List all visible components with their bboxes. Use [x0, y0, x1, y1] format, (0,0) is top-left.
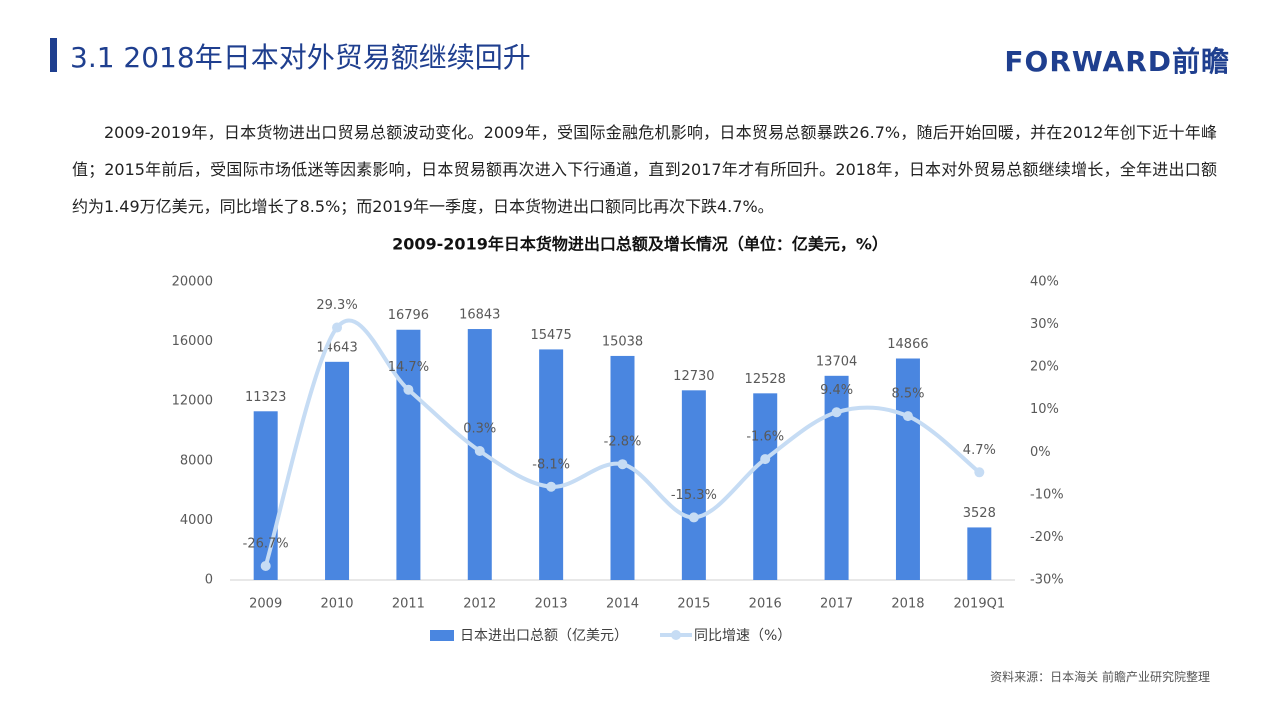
y-tick-label: 0	[205, 573, 213, 588]
bar	[253, 411, 278, 580]
title-accent	[50, 38, 57, 72]
x-tick-label: 2019Q1	[954, 597, 1006, 612]
bar	[753, 393, 778, 580]
line-value-label: 9.4%	[820, 383, 853, 398]
line-point	[831, 407, 842, 418]
bar-value-label: 15038	[602, 334, 643, 349]
bar-value-label: 12528	[745, 372, 786, 387]
bar-value-label: 14866	[887, 337, 928, 352]
line-point	[688, 512, 699, 523]
bar-value-label: 12730	[673, 369, 714, 384]
line-value-label: 0.3%	[463, 422, 496, 437]
x-tick-label: 2010	[320, 597, 353, 612]
bar-value-label: 13704	[816, 354, 857, 369]
x-tick-label: 2013	[535, 597, 568, 612]
bar	[967, 527, 992, 580]
bar	[681, 390, 706, 580]
bar	[895, 358, 920, 580]
y2-tick-label: 40%	[1030, 275, 1059, 290]
line-point	[617, 459, 628, 470]
line-value-label: -8.1%	[532, 457, 570, 472]
bar	[539, 349, 564, 580]
line-value-label: 14.7%	[388, 360, 429, 375]
line-value-label: -1.6%	[746, 430, 784, 445]
bar	[396, 329, 421, 580]
bar-value-label: 3528	[963, 506, 996, 521]
paragraph: 2009-2019年，日本货物进出口贸易总额波动变化。2009年，受国际金融危机…	[72, 123, 1217, 216]
line-value-label: -26.7%	[243, 536, 289, 551]
x-tick-label: 2012	[463, 597, 496, 612]
y2-tick-label: 30%	[1030, 317, 1059, 332]
line-point	[403, 384, 414, 395]
x-tick-label: 2017	[820, 597, 853, 612]
y-tick-label: 20000	[172, 275, 213, 290]
line-value-label: 29.3%	[316, 298, 357, 313]
bar-value-label: 11323	[245, 390, 286, 405]
logo: FORWARD前瞻	[1004, 45, 1230, 78]
y-tick-label: 16000	[172, 334, 213, 349]
y-tick-label: 4000	[180, 513, 213, 528]
line-value-label: 4.7%	[963, 443, 996, 458]
y2-tick-label: 10%	[1030, 402, 1059, 417]
legend-swatch	[430, 630, 454, 641]
y-tick-label: 12000	[172, 394, 213, 409]
y2-tick-label: -10%	[1030, 487, 1064, 502]
x-tick-label: 2009	[249, 597, 282, 612]
y2-tick-label: -20%	[1030, 530, 1064, 545]
legend-label: 日本进出口总额（亿美元）	[460, 628, 628, 644]
y-tick-label: 8000	[180, 453, 213, 468]
y2-tick-label: 20%	[1030, 360, 1059, 375]
bar-value-label: 16843	[459, 308, 500, 323]
x-tick-label: 2016	[749, 597, 782, 612]
bar	[325, 361, 350, 580]
y2-tick-label: -30%	[1030, 573, 1064, 588]
x-tick-label: 2018	[891, 597, 924, 612]
line-point	[902, 411, 913, 422]
line-point	[260, 560, 271, 571]
line-value-label: -15.3%	[671, 488, 717, 503]
slide-title: 3.1 2018年日本对外贸易额继续回升	[70, 41, 531, 74]
line-point	[546, 481, 557, 492]
line-point	[974, 467, 985, 478]
line-value-label: -2.8%	[604, 435, 642, 450]
line-point	[760, 454, 771, 465]
legend-label: 同比增速（%）	[694, 628, 791, 644]
chart-title: 2009-2019年日本货物进出口总额及增长情况（单位：亿美元，%）	[392, 235, 888, 254]
x-tick-label: 2014	[606, 597, 639, 612]
line-point	[332, 322, 343, 333]
bar-value-label: 15475	[530, 328, 571, 343]
line-value-label: 8.5%	[891, 387, 924, 402]
x-tick-label: 2011	[392, 597, 425, 612]
x-tick-label: 2015	[677, 597, 710, 612]
source: 资料来源：日本海关 前瞻产业研究院整理	[990, 670, 1210, 684]
legend-swatch	[671, 630, 681, 640]
line-point	[474, 446, 485, 457]
bar	[824, 375, 849, 580]
bar-value-label: 16796	[388, 308, 429, 323]
y2-tick-label: 0%	[1030, 445, 1051, 460]
